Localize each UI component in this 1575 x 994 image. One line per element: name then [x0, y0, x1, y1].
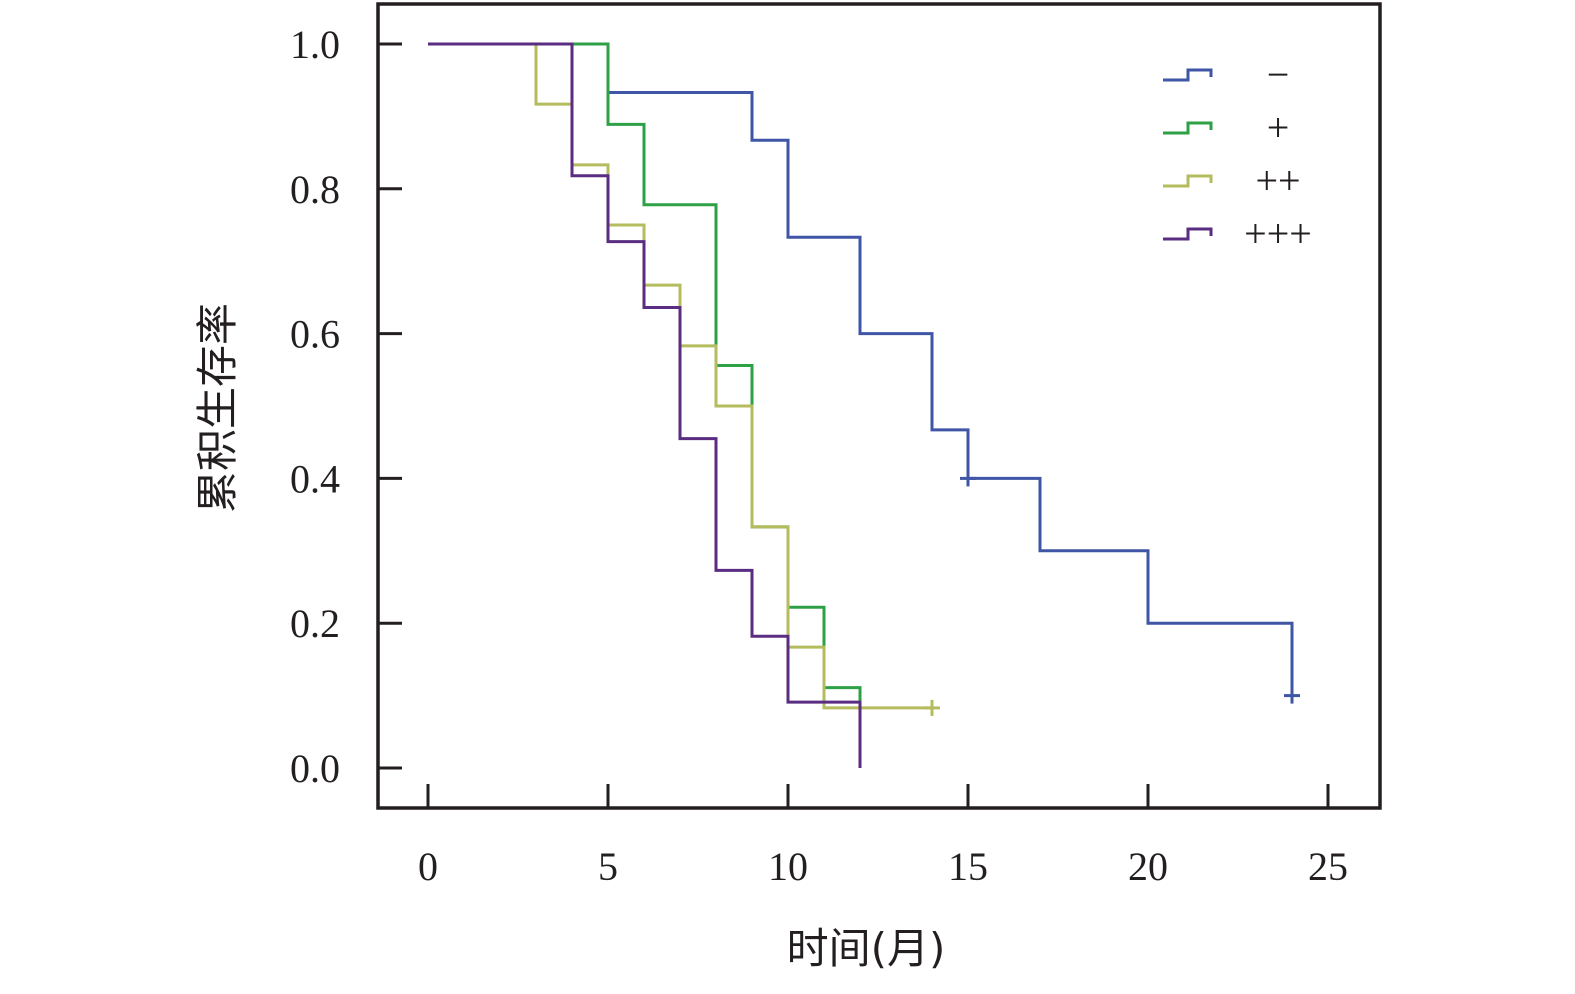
x-tick-label: 15: [948, 844, 988, 889]
y-tick-label: 0.0: [290, 746, 340, 791]
legend-item: +: [1163, 105, 1289, 150]
series-line-0: [428, 42, 1294, 696]
legend-swatch: [1163, 68, 1213, 82]
x-axis-label: 时间(月): [787, 924, 946, 973]
legend-swatch: [1163, 121, 1213, 135]
legend-label: +++: [1244, 211, 1312, 256]
y-tick-label: 0.8: [290, 167, 340, 212]
series-line-3: [428, 42, 862, 768]
legend-item: +++: [1163, 211, 1312, 256]
legend-label: ++: [1255, 158, 1300, 203]
plot-frame: [376, 2, 1382, 810]
y-tick-label: 0.6: [290, 312, 340, 357]
legend-label: −: [1267, 52, 1290, 97]
legend-item: −: [1163, 52, 1289, 97]
legend: −++++++: [1163, 52, 1312, 256]
x-tick-label: 20: [1128, 844, 1168, 889]
x-tick-label: 5: [598, 844, 618, 889]
x-tick-label: 25: [1308, 844, 1348, 889]
legend-label: +: [1267, 105, 1290, 150]
x-tick-label: 0: [418, 844, 438, 889]
legend-swatch: [1163, 174, 1213, 188]
legend-swatch: [1163, 227, 1213, 241]
y-tick-label: 0.4: [290, 456, 340, 501]
legend-item: ++: [1163, 158, 1301, 203]
x-axis: 0 5 10 15 20 25: [418, 784, 1348, 889]
series-layer: [428, 42, 1300, 768]
x-tick-label: 10: [768, 844, 808, 889]
y-axis: 0.0 0.2 0.4 0.6 0.8 1.0: [290, 22, 402, 791]
y-tick-label: 0.2: [290, 601, 340, 646]
series-line-1: [428, 42, 862, 768]
y-tick-label: 1.0: [290, 22, 340, 67]
y-axis-label: 累积生存率: [193, 303, 242, 513]
